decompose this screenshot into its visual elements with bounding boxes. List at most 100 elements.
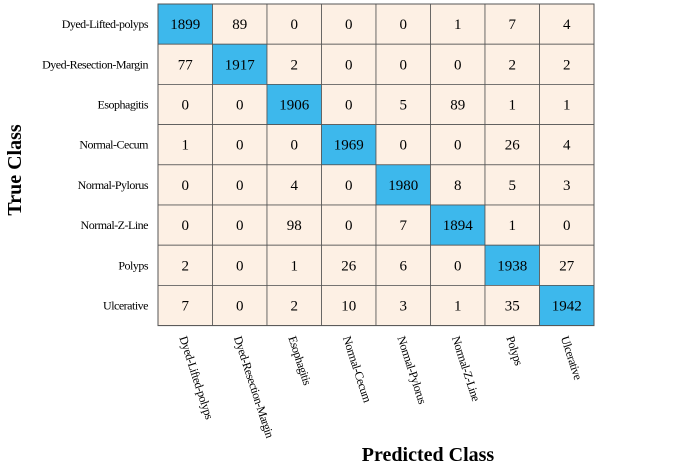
matrix-cell-diagonal [266,84,322,126]
cell-value: 1 [563,98,571,114]
matrix-cell [539,164,595,206]
cell-value: 7 [400,218,408,234]
cell-value: 0 [400,17,408,33]
cell-value: 2 [291,57,299,73]
cell-value: 0 [182,178,190,194]
matrix-cell [375,204,431,246]
x-axis-title: Predicted Class [362,444,495,466]
cell-value: 89 [232,17,247,33]
matrix-cell [484,164,540,206]
matrix-cell [539,3,595,45]
row-labels: Dyed-Lifted-polyps Dyed-Resection-Margin E… [42,17,150,312]
row-label: Dyed-Resection-Margin [42,57,148,71]
cell-value: 10 [341,299,356,315]
row-label: Normal-Pylorus [78,178,149,192]
matrix-cell [375,284,431,326]
cell-value: 0 [454,138,462,154]
cell-value: 0 [400,57,408,73]
column-label: Normal-Cecum [340,334,375,405]
cell-value: 3 [563,178,571,194]
cell-value: 0 [291,138,299,154]
row-label: Polyps [118,258,149,272]
cell-value: 7 [182,299,190,315]
cell-value: 1 [454,299,462,315]
y-axis-title: True Class [4,124,26,216]
cell-value: 4 [563,17,571,33]
matrix-cell-diagonal [212,43,268,85]
matrix-cell [321,84,377,126]
matrix-cell [539,43,595,85]
column-label: Esophagitis [285,334,314,387]
matrix-cell [375,244,431,286]
cell-value: 1 [509,98,517,114]
cell-value: 0 [345,218,353,234]
cell-value: 0 [236,98,244,114]
matrix-cell [266,124,322,166]
matrix-cell [430,244,486,286]
cell-value: 0 [236,218,244,234]
cell-value: 0 [400,138,408,154]
cell-value: 0 [345,178,353,194]
cell-value: 0 [236,178,244,194]
matrix-cell-diagonal [321,124,377,166]
cell-value: 0 [345,17,353,33]
row-label: Esophagitis [98,98,149,112]
cell-value: 2 [563,57,571,73]
matrix-cell [375,84,431,126]
matrix-cell [212,204,268,246]
matrix-cell [321,43,377,85]
cell-value: 2 [182,258,190,274]
matrix-cell [266,244,322,286]
matrix-cell [321,164,377,206]
matrix-cell [430,3,486,45]
cell-value: 1917 [225,57,256,73]
matrix-cell [539,204,595,246]
cell-value: 6 [400,258,408,274]
matrix-cells: 1899 89 0 0 0 1 7 477 1917 2 0 0 0 2 20 0 1906 0 5 89 1 11 0 0 1… [157,3,595,327]
column-label: Dyed-Lifted-polyps [176,334,216,421]
cell-value: 1 [291,258,299,274]
cell-value: 27 [559,258,575,274]
matrix-cell [539,244,595,286]
cell-value: 0 [291,17,299,33]
matrix-cell-diagonal [157,3,213,45]
matrix-cell [212,3,268,45]
matrix-cell [157,124,213,166]
cell-value: 5 [400,98,408,114]
cell-value: 26 [341,258,357,274]
cell-value: 0 [236,138,244,154]
matrix-cell [157,244,213,286]
cell-value: 77 [178,57,194,73]
row-label: Dyed-Lifted-polyps [62,17,149,31]
row-label: Normal-Cecum [79,138,149,152]
cell-value: 7 [509,17,517,33]
row-label: Normal-Z-Line [81,218,149,232]
cell-value: 1906 [279,98,310,114]
cell-value: 1 [454,17,462,33]
column-label: Normal-Pylorus [394,334,429,406]
cell-value: 0 [182,218,190,234]
cell-value: 0 [563,218,571,234]
cell-value: 3 [400,299,408,315]
column-labels: Dyed-Lifted-polyps Dyed-Resection-Margin E… [176,334,585,440]
cell-value: 89 [450,98,465,114]
cell-value: 2 [291,299,299,315]
matrix-cell [484,84,540,126]
cell-value: 26 [505,138,521,154]
matrix-cell-diagonal [430,204,486,246]
cell-value: 1 [182,138,190,154]
cell-value: 4 [291,178,299,194]
cell-value: 35 [505,299,520,315]
column-label: Dyed-Resection-Margin [231,334,277,440]
matrix-cell-diagonal [539,284,595,326]
cell-value: 0 [454,258,462,274]
matrix-cell [266,204,322,246]
cell-value: 1899 [170,17,200,33]
cell-value: 1938 [497,258,527,274]
cell-value: 1894 [443,218,474,234]
cell-value: 5 [509,178,517,194]
matrix-cell-diagonal [375,164,431,206]
matrix-cell [484,124,540,166]
matrix-cell [212,244,268,286]
column-label: Ulcerative [558,334,585,381]
